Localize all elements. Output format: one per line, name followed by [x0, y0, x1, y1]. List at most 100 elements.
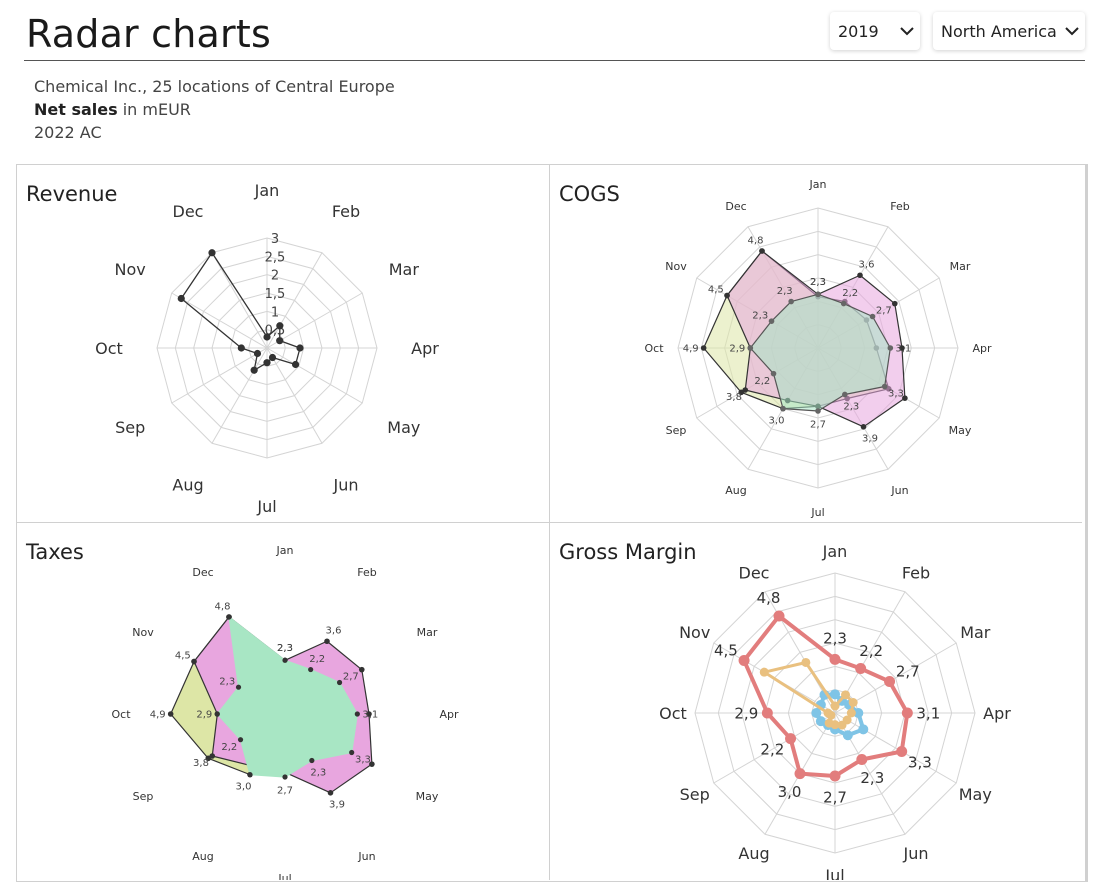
data-label: 3,0 — [236, 781, 252, 792]
data-label: 3,1 — [362, 710, 378, 721]
grid-spoke — [171, 347, 268, 404]
cogs-series-1-point — [815, 291, 821, 298]
gm-series-3-point — [853, 708, 864, 718]
data-label: 4,9 — [150, 710, 166, 721]
category-label: Jul — [256, 497, 276, 516]
data-label: 4,8 — [215, 601, 231, 612]
charts-grid: Jan Feb Mar Apr May Jun Jul Aug Sep Oct Nov Dec 0,5 1… — [16, 164, 1088, 882]
chevron-down-icon — [894, 12, 920, 50]
grid-spoke — [266, 347, 363, 404]
revenue-series-point — [268, 353, 277, 362]
category-label: Dec — [173, 202, 204, 221]
page-title: Radar charts — [26, 12, 271, 56]
panel-title-revenue: Revenue — [26, 182, 118, 206]
category-label: Jul — [824, 866, 844, 880]
chevron-down-icon — [1059, 12, 1085, 50]
cogs-series-1-point — [770, 370, 777, 377]
axis-tick-label: 1,5 — [265, 287, 286, 302]
data-label: 2,2 — [760, 741, 784, 759]
revenue-series-point — [263, 359, 271, 367]
category-label: Oct — [111, 708, 131, 721]
radar-chart-revenue: JanFebMarAprMayJunJulAugSepOctNovDec0,51… — [95, 181, 439, 516]
header: Radar charts 2019 North America — [24, 8, 1085, 61]
taxes-series-2-point — [191, 658, 197, 665]
data-label: 3,3 — [888, 389, 904, 400]
category-label: Dec — [192, 566, 213, 579]
cogs-series-1-point — [842, 391, 848, 398]
axis-tick-label: 1 — [271, 305, 279, 320]
panel-title-gross-margin: Gross Margin — [559, 540, 697, 564]
category-label: Aug — [738, 844, 769, 863]
panel-taxes: Jan Feb Mar Apr May Jun Jul Aug Sep Oct Nov Dec 2,3 2… — [17, 523, 550, 880]
radar-chart-taxes: Jan Feb Mar Apr May Jun Jul Aug Sep Oct Nov Dec 2,3 2… — [111, 544, 459, 880]
data-label: 4,9 — [683, 344, 699, 355]
gm-series-3-point — [815, 716, 826, 727]
category-label: Jun — [890, 484, 908, 497]
panel-title-taxes: Taxes — [26, 540, 84, 564]
data-label: 2,3 — [823, 630, 847, 648]
gm-series-2-point — [846, 708, 856, 718]
cogs-series-1-point — [747, 345, 754, 351]
data-label: 3,1 — [916, 704, 940, 722]
data-label: 2,9 — [729, 344, 745, 355]
category-label: Mar — [950, 260, 971, 273]
axis-tick-label: 3 — [271, 232, 279, 247]
data-label: 2,3 — [277, 643, 293, 654]
revenue-series-point — [276, 337, 284, 345]
taxes-series-1-point — [349, 749, 355, 756]
category-label: Oct — [644, 342, 664, 355]
cogs-series-2-point — [902, 395, 908, 401]
year-select-value: 2019 — [838, 21, 879, 41]
gm-series-2-point — [801, 657, 811, 667]
gm-series-1-point — [794, 768, 806, 780]
category-label: Nov — [679, 623, 710, 642]
gm-series-3-point — [811, 708, 822, 718]
gm-series-2-point — [759, 667, 769, 677]
category-label: Apr — [983, 704, 1011, 723]
taxes-series-2-point — [366, 711, 372, 717]
category-label: Jun — [357, 850, 375, 863]
gm-series-2-point — [824, 718, 834, 728]
category-label: May — [416, 790, 439, 803]
subtitle-measure: Net sales in mEUR — [34, 98, 395, 121]
taxes-series-1-point — [214, 711, 220, 717]
category-label: Apr — [411, 339, 439, 358]
grid-spoke — [834, 712, 957, 784]
data-label: 2,3 — [810, 277, 826, 288]
gm-series-1-point — [901, 707, 913, 719]
revenue-series-point — [237, 344, 245, 352]
category-label: Apr — [972, 342, 992, 355]
taxes-series-1-point — [309, 757, 315, 764]
data-label: 4,8 — [757, 589, 781, 607]
region-select[interactable]: North America — [933, 12, 1085, 50]
category-label: Sep — [133, 790, 154, 803]
gm-series-1-point — [896, 746, 908, 757]
category-label: Feb — [357, 566, 376, 579]
year-select[interactable]: 2019 — [830, 12, 920, 50]
cogs-series-1-point — [887, 345, 894, 351]
gm-series-3-point — [858, 724, 869, 735]
revenue-series-point — [208, 249, 216, 257]
panel-gross-margin: Jan Feb Mar Apr May Jun Jul Aug Sep Oct Nov Dec 2,3 2… — [550, 523, 1082, 880]
data-label: 3,8 — [726, 392, 742, 403]
cogs-series-2-point — [724, 292, 730, 299]
category-label: Feb — [902, 563, 930, 582]
data-label: 3,8 — [193, 758, 209, 769]
data-label: 3,6 — [326, 626, 342, 637]
cogs-series-2-point — [891, 300, 898, 307]
region-select-value: North America — [941, 21, 1057, 41]
grid-spoke — [211, 252, 268, 349]
data-label: 2,7 — [876, 306, 892, 317]
category-label: Jan — [254, 181, 280, 200]
data-label: 2,2 — [221, 742, 237, 753]
taxes-series-2-point — [327, 790, 334, 796]
data-label: 3,3 — [355, 755, 371, 766]
category-label: Aug — [725, 484, 746, 497]
category-label: Nov — [132, 626, 154, 639]
grid-spoke — [266, 292, 363, 349]
axis-tick-label: 2 — [271, 269, 279, 284]
taxes-series-1-point — [336, 679, 343, 686]
revenue-series-point — [296, 344, 304, 352]
data-label: 3,6 — [859, 260, 875, 271]
gm-series-1-point — [884, 676, 896, 687]
